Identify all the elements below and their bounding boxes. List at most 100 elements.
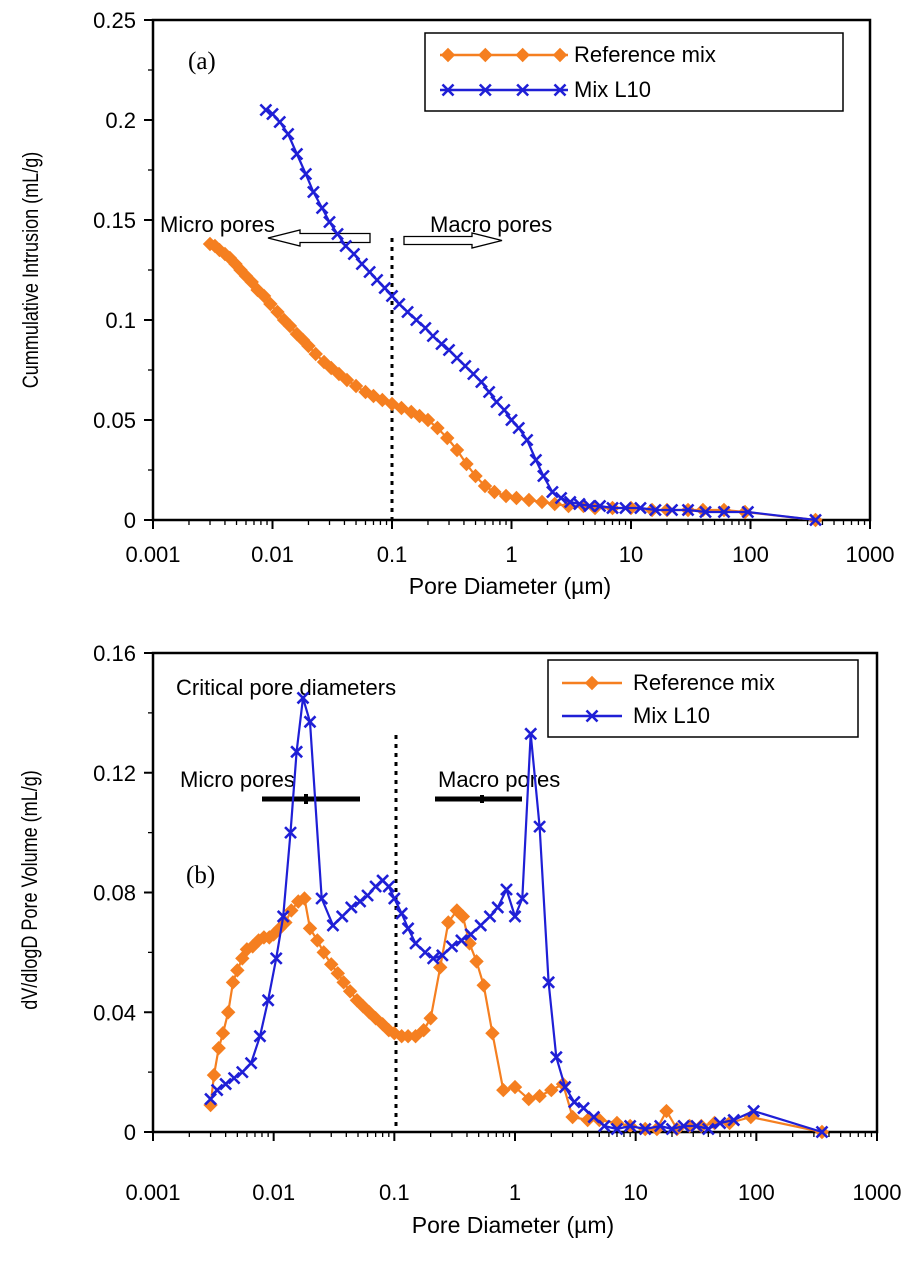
data-point-l10 — [508, 910, 522, 923]
data-point-l10 — [426, 951, 440, 965]
y-axis-label-a: Cummulative Intrusion (mL/g) — [19, 152, 43, 389]
data-point-l10 — [597, 1119, 611, 1133]
data-point-l10 — [634, 501, 647, 515]
data-point-reference — [468, 468, 483, 484]
data-point-l10 — [290, 745, 304, 759]
chart-panel-a: (a) Micro pores Macro pores 0.001 0.01 0.1… — [19, 8, 894, 599]
data-point-l10 — [281, 127, 295, 141]
legend-marker-l10 — [516, 83, 530, 97]
data-point-l10 — [482, 385, 496, 399]
data-point-reference — [302, 921, 318, 936]
data-point-l10 — [572, 497, 586, 511]
data-point-reference — [408, 1028, 423, 1044]
data-point-l10 — [638, 1122, 652, 1136]
data-point-reference — [441, 915, 456, 930]
y-tick-label: 0.04 — [93, 1000, 136, 1025]
data-point-reference — [659, 1103, 674, 1119]
data-point-l10 — [583, 499, 596, 513]
data-point-reference — [331, 366, 347, 382]
data-point-reference — [476, 978, 491, 993]
y-tick-label: 0.05 — [93, 408, 136, 433]
data-point-l10 — [299, 167, 313, 181]
data-point-reference — [469, 954, 484, 969]
data-point-reference — [284, 903, 299, 918]
data-point-l10 — [347, 247, 361, 261]
data-point-reference — [211, 1040, 226, 1056]
data-point-l10 — [491, 901, 505, 914]
x-tick-label: 0.1 — [377, 542, 408, 567]
axis-ticks-b: 0.001 0.01 0.1 1 10 100 1000 0 0.04 0.08 0.12 0.16 — [93, 641, 901, 1205]
data-point-reference — [509, 490, 524, 506]
data-point-reference — [330, 966, 346, 981]
y-tick-label: 0.2 — [105, 108, 136, 133]
data-point-reference — [339, 372, 355, 388]
x-tick-label: 1000 — [853, 1180, 902, 1205]
data-point-l10 — [701, 1122, 715, 1136]
legend-box-b — [547, 659, 859, 738]
data-point-l10 — [549, 1050, 563, 1064]
data-point-reference — [368, 1011, 383, 1026]
data-point-l10 — [677, 1119, 691, 1133]
data-point-reference — [544, 1082, 559, 1098]
data-point-l10 — [284, 826, 297, 840]
x-tick-label: 1000 — [846, 542, 895, 567]
data-point-l10 — [593, 499, 607, 513]
data-point-l10 — [409, 936, 423, 950]
data-point-reference — [487, 484, 502, 500]
arrow-left-micro-a — [267, 229, 371, 247]
data-point-reference — [433, 960, 448, 975]
data-point-l10 — [303, 715, 317, 729]
data-point-reference — [449, 442, 465, 458]
plot-area-a — [202, 103, 823, 528]
data-point-l10 — [497, 403, 511, 417]
data-point-l10 — [727, 1113, 741, 1127]
legend-box-a — [424, 32, 844, 112]
legend-marker-l10 — [553, 83, 567, 97]
data-point-l10 — [290, 147, 304, 161]
data-point-reference — [477, 478, 493, 494]
legend-marker-l10 — [478, 83, 492, 97]
data-point-reference — [375, 392, 390, 408]
data-point-reference — [316, 945, 331, 960]
data-point-l10 — [653, 1119, 667, 1133]
data-point-reference — [310, 933, 325, 948]
data-point-l10 — [741, 505, 755, 519]
arrow-right-macro-a — [403, 232, 503, 249]
data-point-l10 — [619, 501, 632, 515]
annotation-micro-pores-b: Micro pores — [180, 767, 295, 792]
data-point-l10 — [401, 922, 415, 935]
data-point-reference — [498, 488, 514, 504]
y-axis-label-b: dV/dlogD Pore Volume (mL/g) — [18, 770, 42, 1010]
data-point-l10 — [323, 215, 336, 229]
data-point-l10 — [464, 927, 478, 941]
x-tick-label: 0.1 — [379, 1180, 410, 1205]
y-tick-label: 0.15 — [93, 208, 136, 233]
data-point-l10 — [520, 433, 534, 447]
data-point-reference — [348, 378, 364, 394]
data-point-reference — [336, 975, 351, 990]
data-point-l10 — [276, 910, 290, 923]
data-point-reference — [230, 963, 245, 978]
data-point-reference — [507, 1079, 523, 1095]
legend-label-reference-a: Reference mix — [574, 42, 716, 67]
x-tick-label: 0.01 — [251, 542, 294, 567]
data-point-l10 — [344, 901, 358, 914]
data-point-reference — [459, 456, 474, 472]
data-point-l10 — [244, 1056, 258, 1070]
x-axis-label-b: Pore Diameter (µm) — [412, 1212, 614, 1238]
data-point-l10 — [665, 1122, 679, 1136]
x-axis-label-a: Pore Diameter (µm) — [409, 573, 611, 599]
data-point-reference — [420, 412, 436, 428]
legend-b: Reference mix Mix L10 — [547, 659, 859, 738]
data-point-reference — [412, 408, 427, 424]
x-tick-label: 0.001 — [125, 1180, 180, 1205]
data-point-reference — [270, 304, 285, 320]
data-point-l10 — [542, 975, 556, 989]
data-point-l10 — [445, 939, 459, 953]
legend-a: Reference mix Mix L10 — [424, 32, 844, 112]
data-point-l10 — [418, 945, 432, 959]
y-tick-label: 0.12 — [93, 761, 136, 786]
data-point-reference — [342, 984, 358, 999]
legend-label-l10-a: Mix L10 — [574, 77, 651, 102]
